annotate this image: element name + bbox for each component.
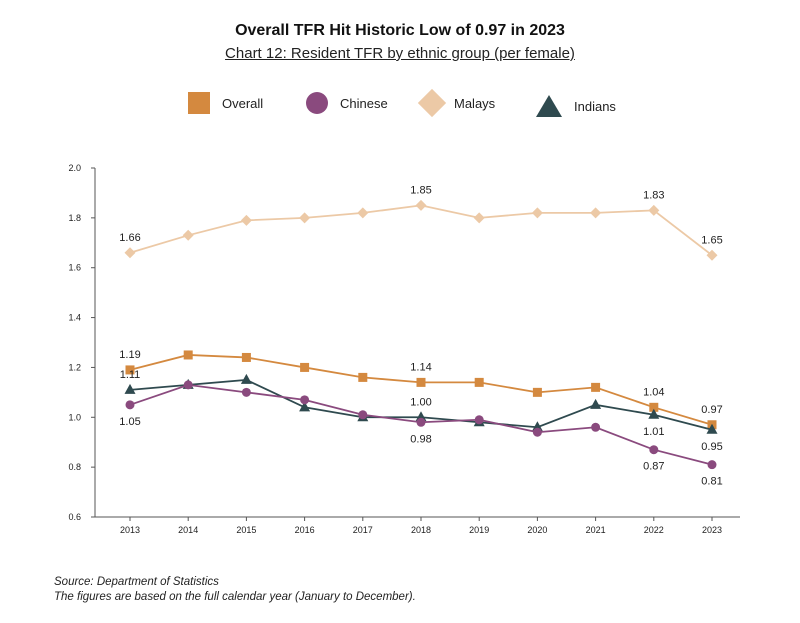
x-tick-label: 2014: [178, 525, 198, 535]
y-tick-label: 1.4: [68, 313, 81, 323]
data-point-diamond: [357, 207, 369, 219]
data-point-triangle: [706, 423, 718, 434]
legend-triangle-marker: [536, 95, 562, 117]
data-point-diamond: [299, 212, 311, 224]
data-point-square: [125, 365, 135, 375]
data-point-diamond: [648, 204, 660, 216]
x-tick-label: 2017: [353, 525, 373, 535]
data-label: 1.19: [119, 349, 140, 361]
y-tick-label: 2.0: [68, 163, 81, 173]
legend-label: Indians: [574, 98, 616, 114]
data-label: 1.85: [410, 184, 431, 196]
data-point-circle: [707, 460, 717, 470]
data-point-circle: [416, 417, 426, 427]
data-point-square: [241, 352, 251, 362]
data-point-circle: [183, 380, 193, 390]
data-point-diamond: [590, 207, 602, 219]
y-tick-label: 1.0: [68, 412, 81, 422]
y-tick-label: 1.2: [68, 362, 81, 372]
data-point-triangle: [590, 398, 602, 409]
data-point-circle: [474, 415, 484, 425]
data-point-square: [649, 402, 659, 412]
data-point-circle: [649, 445, 659, 455]
data-point-square: [474, 377, 484, 387]
x-tick-label: 2020: [527, 525, 547, 535]
data-label: 1.11: [120, 369, 141, 381]
data-label: 1.83: [643, 189, 664, 201]
data-label: 0.81: [701, 476, 722, 488]
data-label: 1.66: [119, 232, 140, 244]
data-point-diamond: [531, 207, 543, 219]
x-tick-label: 2022: [644, 525, 664, 535]
chart-subtitle: Chart 12: Resident TFR by ethnic group (…: [225, 45, 575, 62]
legend-item-overall: Overall: [188, 88, 263, 118]
data-point-triangle: [124, 383, 136, 394]
series-line-malays: [129, 204, 713, 256]
source-note: Source: Department of Statistics: [54, 576, 219, 588]
data-label: 1.01: [643, 426, 664, 438]
x-tick-label: 2015: [236, 525, 256, 535]
data-label: 1.04: [643, 386, 664, 398]
legend-item-indians: Indians: [536, 91, 616, 121]
data-point-diamond: [182, 229, 194, 241]
data-point-diamond: [706, 249, 718, 261]
data-point-square: [591, 382, 601, 392]
data-label: 0.95: [701, 441, 722, 453]
data-point-square: [416, 377, 426, 387]
data-point-diamond: [415, 199, 427, 211]
data-point-diamond: [124, 247, 136, 259]
data-label: 1.00: [410, 396, 431, 408]
data-label: 0.97: [701, 404, 722, 416]
y-tick-label: 0.8: [68, 462, 81, 472]
data-point-circle: [358, 410, 368, 420]
x-tick-label: 2018: [411, 525, 431, 535]
data-point-square: [358, 372, 368, 382]
data-point-square: [300, 362, 310, 372]
data-label: 0.98: [410, 433, 431, 445]
y-tick-label: 0.6: [68, 512, 81, 522]
x-tick-label: 2013: [120, 525, 140, 535]
x-tick-label: 2016: [295, 525, 315, 535]
data-point-circle: [300, 395, 310, 405]
x-tick-label: 2023: [702, 525, 722, 535]
legend-label: Malays: [454, 95, 496, 111]
data-point-square: [183, 350, 193, 360]
data-point-triangle: [648, 408, 660, 419]
data-point-circle: [125, 400, 135, 410]
data-point-diamond: [240, 214, 252, 226]
data-point-square: [532, 387, 542, 397]
data-label: 1.14: [410, 361, 431, 373]
data-label: 1.05: [119, 416, 140, 428]
data-point-triangle: [240, 373, 252, 384]
legend-label: Chinese: [340, 95, 388, 111]
data-point-circle: [532, 427, 542, 437]
legend-item-chinese: Chinese: [306, 88, 388, 118]
legend-square-marker: [188, 92, 210, 114]
legend-label: Overall: [222, 95, 264, 111]
calendar-note: The figures are based on the full calend…: [54, 591, 416, 603]
data-point-triangle: [299, 401, 311, 412]
data-label: 0.87: [643, 461, 664, 473]
y-tick-label: 1.6: [68, 263, 81, 273]
x-tick-label: 2019: [469, 525, 489, 535]
legend-circle-marker: [306, 92, 328, 114]
y-tick-label: 1.8: [68, 213, 81, 223]
data-point-circle: [591, 422, 601, 432]
data-point-diamond: [473, 212, 485, 224]
chart-title: Overall TFR Hit Historic Low of 0.97 in …: [235, 22, 565, 39]
data-point-circle: [241, 387, 251, 397]
legend-item-malays: Malays: [417, 88, 496, 118]
x-tick-label: 2021: [586, 525, 606, 535]
data-label: 1.65: [701, 234, 722, 246]
